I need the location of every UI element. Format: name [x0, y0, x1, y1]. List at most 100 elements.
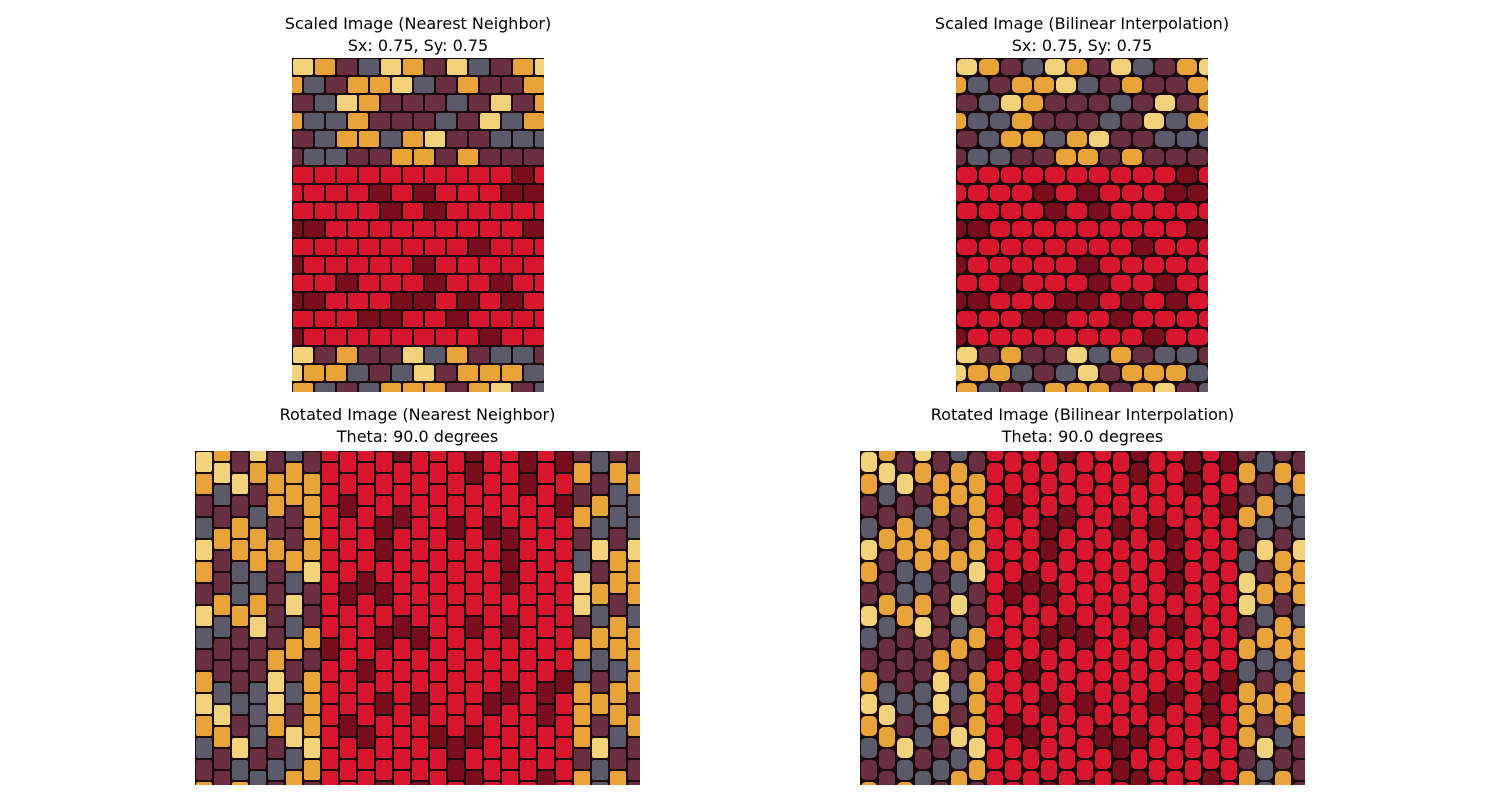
kernel: [502, 705, 518, 725]
kernel: [340, 562, 356, 582]
kernel: [1203, 727, 1219, 747]
kernel: [196, 650, 212, 670]
kernel: [322, 507, 338, 527]
kernel: [1078, 365, 1098, 381]
kernel: [322, 551, 338, 571]
kernel: [610, 451, 626, 461]
kernel: [1131, 507, 1147, 527]
kernel: [1077, 518, 1093, 538]
kernel: [1133, 383, 1153, 392]
panel-title: Rotated Image (Nearest Neighbor) Theta: …: [195, 404, 640, 448]
kernel: [268, 562, 284, 582]
kernel: [358, 595, 374, 615]
kernel: [1111, 131, 1131, 147]
kernel: [340, 496, 356, 516]
panel-title-line: Rotated Image (Nearest Neighbor): [279, 405, 556, 424]
kernel: [1221, 760, 1237, 780]
kernel: [1113, 584, 1129, 604]
kernel: [535, 239, 544, 255]
kernel: [1177, 95, 1197, 111]
kernel: [1166, 77, 1186, 93]
kernel: [574, 705, 590, 725]
kernel: [524, 221, 544, 237]
kernel: [1089, 95, 1109, 111]
kernel: [326, 293, 346, 309]
kernel: [1023, 203, 1043, 219]
kernel: [957, 383, 977, 392]
kernel: [412, 738, 428, 758]
kernel: [574, 661, 590, 681]
kernel: [1275, 617, 1291, 637]
kernel: [370, 113, 390, 129]
kernel: [1012, 77, 1032, 93]
kernel: [412, 694, 428, 714]
kernel: [322, 463, 338, 483]
kernel: [412, 540, 428, 560]
kernel: [879, 771, 895, 785]
kernel: [304, 496, 320, 516]
kernel: [1257, 584, 1273, 604]
kernel: [513, 275, 533, 291]
kernel: [376, 452, 392, 472]
kernel: [381, 347, 401, 363]
kernel: [293, 167, 313, 183]
kernel: [392, 257, 412, 273]
kernel: [1131, 463, 1147, 483]
kernel: [376, 672, 392, 692]
kernel: [1012, 113, 1032, 129]
kernel: [979, 167, 999, 183]
kernel: [1199, 347, 1208, 363]
kernel: [1275, 451, 1291, 461]
kernel: [430, 529, 446, 549]
kernel: [933, 716, 949, 736]
kernel: [1113, 518, 1129, 538]
kernel: [1203, 617, 1219, 637]
kernel: [1001, 275, 1021, 291]
kernel: [1001, 131, 1021, 147]
kernel: [322, 485, 338, 505]
kernel: [214, 683, 230, 703]
kernel: [574, 485, 590, 505]
kernel: [1089, 275, 1109, 291]
kernel: [861, 474, 877, 494]
kernel: [1185, 496, 1201, 516]
kernel: [1012, 365, 1032, 381]
kernel: [951, 705, 967, 725]
kernel: [1131, 749, 1147, 769]
kernel: [412, 518, 428, 538]
kernel: [861, 606, 877, 626]
kernel: [1078, 257, 1098, 273]
kernel: [1012, 329, 1032, 345]
kernel: [987, 507, 1003, 527]
kernel: [304, 77, 324, 93]
kernel: [990, 221, 1010, 237]
kernel: [1239, 529, 1255, 549]
panel-subtitle-line: Theta: 90.0 degrees: [1001, 427, 1164, 446]
kernel: [484, 540, 500, 560]
kernel: [304, 329, 324, 345]
kernel: [1257, 452, 1273, 472]
kernel: [987, 771, 1003, 785]
kernel: [1185, 562, 1201, 582]
kernel: [466, 683, 482, 703]
kernel: [1113, 474, 1129, 494]
kernel: [1045, 59, 1065, 75]
kernel: [340, 650, 356, 670]
kernel: [1111, 239, 1131, 255]
kernel: [915, 529, 931, 549]
kernel: [610, 507, 626, 527]
kernel: [1144, 257, 1164, 273]
kernel: [232, 452, 248, 472]
kernel: [1149, 782, 1165, 785]
kernel: [1059, 639, 1075, 659]
kernel: [1056, 257, 1076, 273]
kernel: [879, 639, 895, 659]
kernel: [250, 529, 266, 549]
kernel: [1133, 347, 1153, 363]
kernel: [1059, 771, 1075, 785]
kernel: [1275, 573, 1291, 593]
kernel: [520, 650, 536, 670]
kernel: [448, 474, 464, 494]
kernel: [951, 529, 967, 549]
kernel: [933, 562, 949, 582]
